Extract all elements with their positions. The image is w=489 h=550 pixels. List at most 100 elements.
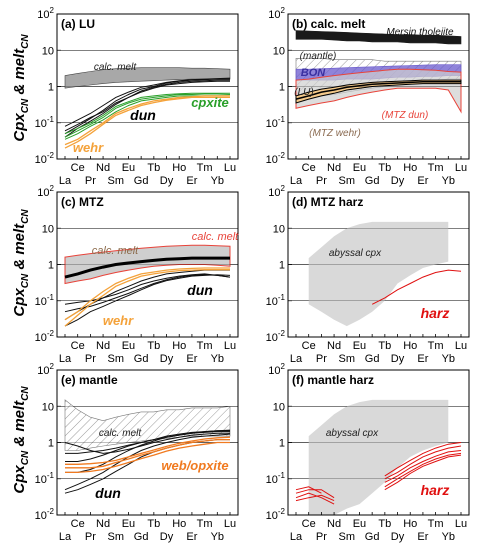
series-line <box>384 454 462 491</box>
series-line <box>64 267 230 321</box>
x-tick-label: La <box>290 175 303 187</box>
annotation-label: (mantle) <box>300 51 337 62</box>
y-tick-label: 10 <box>273 401 285 413</box>
y-tick-label: 10 <box>42 223 54 235</box>
panels: Ce Nd Eu Tb Ho Tm Lu La Pr Sm Gd Dy Er Yb 10-2 10-1 1 10 1… <box>35 6 470 543</box>
x-tick-label: Eu <box>122 162 135 174</box>
x-tick-label: Gd <box>134 353 149 365</box>
y-tick-label: 1 <box>279 260 285 272</box>
series-line <box>64 92 230 135</box>
series-line <box>64 433 231 491</box>
x-tick-label: Tb <box>147 340 160 352</box>
x-tick-label: La <box>290 531 303 543</box>
x-tick-label: Tm <box>428 162 444 174</box>
x-tick-label: Yb <box>211 353 224 365</box>
series-line <box>295 486 322 494</box>
annotation-label: BON <box>301 67 327 79</box>
y-tick-label: 10-1 <box>266 115 286 130</box>
x-tick-label: Gd <box>134 531 149 543</box>
ylabel-main: Cpx <box>11 288 28 317</box>
ylabel-main: Cpx <box>11 465 28 494</box>
y-tick-label: 10-1 <box>266 471 286 486</box>
series-line <box>65 429 231 473</box>
series-line <box>64 432 230 454</box>
series-line <box>64 80 230 132</box>
series-line <box>64 274 231 313</box>
y-tick-label: 10-2 <box>266 329 286 344</box>
panel-title: (e) mantle <box>61 373 118 387</box>
x-tick-label: Yb <box>211 531 224 543</box>
annotation-label: (MTZ wehr) <box>309 128 361 139</box>
annotation-label: abyssal cpx <box>329 248 382 259</box>
y-tick-label: 10-2 <box>35 151 55 166</box>
annotation-label: dun <box>187 282 213 298</box>
x-tick-label: Pr <box>316 353 327 365</box>
x-tick-label: Yb <box>442 531 455 543</box>
panel-title: (d) MTZ harz <box>292 195 363 209</box>
annotation-label: wehr <box>73 140 104 155</box>
x-tick-label: Eu <box>353 518 366 530</box>
x-tick-label: Er <box>417 353 428 365</box>
svg-text:CpxCN & meltCN: CpxCN & meltCN <box>11 386 31 494</box>
x-tick-label: Gd <box>365 531 380 543</box>
annotation-label: (MTZ dun) <box>382 110 429 121</box>
series-line <box>64 77 231 127</box>
panel-title: (a) LU <box>61 17 95 31</box>
x-tick-label: Er <box>417 175 428 187</box>
y-tick-label: 1 <box>48 260 54 272</box>
ylabel-mid: & melt <box>11 48 28 99</box>
annotation-label: cpxite <box>191 95 229 110</box>
panel-title: (c) MTZ <box>61 195 104 209</box>
x-tick-label: Dy <box>391 531 405 543</box>
series-line <box>295 492 335 505</box>
annotation-label: calc. melt <box>99 428 142 439</box>
x-tick-label: Ho <box>172 518 186 530</box>
series-line <box>64 269 230 327</box>
annotation-label: calc. melt <box>94 62 137 73</box>
annotation-label: wehr <box>103 313 134 328</box>
series-line <box>65 438 230 469</box>
x-tick-label: Tm <box>428 518 444 530</box>
x-tick-label: Lu <box>224 518 236 530</box>
x-tick-label: Tb <box>147 518 160 530</box>
y-axis-label-3: CpxCN & meltCN <box>11 386 31 494</box>
y-tick-label: 10-1 <box>35 115 55 130</box>
x-tick-label: Yb <box>211 175 224 187</box>
x-tick-label: Tm <box>197 162 213 174</box>
annotation-label: harz <box>421 305 450 321</box>
y-axis-label-1: CpxCN & meltCN <box>11 34 31 142</box>
annotation-label: calc. melt <box>92 245 139 257</box>
series-line <box>64 96 230 149</box>
x-tick-label: Lu <box>455 162 467 174</box>
y-tick-label: 10-2 <box>266 507 286 522</box>
x-tick-label: Ce <box>71 162 85 174</box>
y-tick-label: 10-1 <box>35 471 55 486</box>
x-tick-label: Er <box>186 175 197 187</box>
x-tick-label: Ho <box>403 340 417 352</box>
x-tick-label: Lu <box>455 518 467 530</box>
x-tick-label: Sm <box>339 531 356 543</box>
series-line <box>65 436 231 465</box>
panel-title: (b) calc. melt <box>292 17 365 31</box>
annotation-label: harz <box>421 482 450 498</box>
x-tick-label: Ce <box>302 518 316 530</box>
x-tick-label: Pr <box>85 531 96 543</box>
x-tick-label: Er <box>417 531 428 543</box>
series-line <box>64 95 230 146</box>
y-tick-label: 10 <box>42 45 54 57</box>
y-tick-label: 10 <box>273 223 285 235</box>
ylabel-sub1: CN <box>20 450 31 465</box>
y-tick-label: 10-1 <box>266 293 286 308</box>
x-tick-label: Ho <box>403 518 417 530</box>
x-tick-label: Sm <box>339 353 356 365</box>
x-tick-label: Er <box>186 353 197 365</box>
x-tick-label: Tb <box>378 340 391 352</box>
y-tick-label: 102 <box>268 6 285 21</box>
y-tick-label: 1 <box>279 82 285 94</box>
series-line <box>295 489 335 499</box>
x-tick-label: Nd <box>327 518 341 530</box>
calc-melt-band <box>64 67 231 89</box>
series-line <box>384 442 462 477</box>
x-tick-label: Dy <box>160 175 174 187</box>
x-tick-label: Lu <box>224 340 236 352</box>
